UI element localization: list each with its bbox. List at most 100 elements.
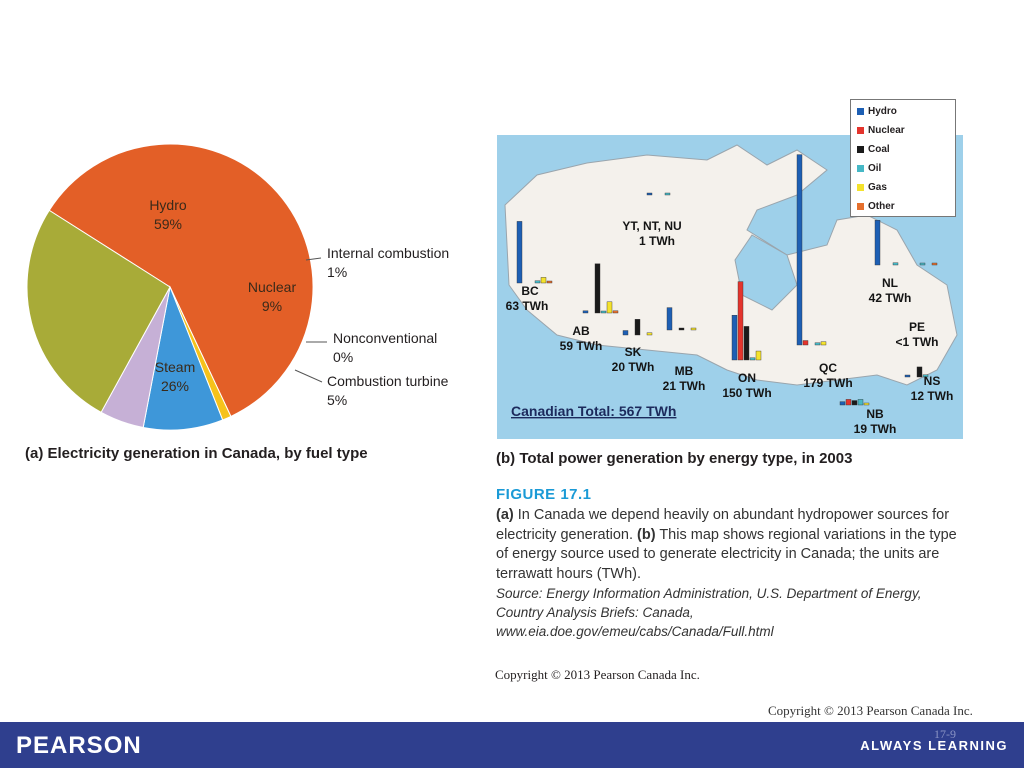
legend-item-gas: Gas bbox=[857, 182, 887, 193]
pie-label-nonconventional: Nonconventional bbox=[333, 330, 437, 346]
bar-nb-hydro bbox=[839, 401, 846, 406]
bars-layer bbox=[516, 154, 938, 406]
slide-copyright: Copyright © 2013 Pearson Canada Inc. bbox=[768, 703, 973, 718]
caption-a-marker: (a) bbox=[496, 507, 514, 523]
legend-item-hydro: Hydro bbox=[857, 106, 897, 117]
region-total-bc: 63 TWh bbox=[506, 299, 549, 313]
bar-bc-hydro bbox=[516, 221, 523, 284]
legend-swatch-oil bbox=[857, 165, 864, 172]
total-annotation-box bbox=[507, 399, 713, 423]
region-total-ab: 59 TWh bbox=[560, 339, 603, 353]
bar-on-gas bbox=[755, 350, 762, 361]
region-label-ns: NS bbox=[924, 374, 941, 388]
legend-label-coal: Coal bbox=[868, 144, 890, 155]
region-total-pe: <1 TWh bbox=[895, 335, 938, 349]
region-total-qc: 179 TWh bbox=[803, 376, 852, 390]
pearson-logo: PEARSON bbox=[16, 732, 142, 759]
bar-on-coal bbox=[743, 326, 750, 361]
bar-nl-hydro bbox=[874, 219, 881, 266]
region-label-on: ON bbox=[738, 371, 756, 385]
pie-value-nonconventional: 0% bbox=[333, 349, 353, 365]
legend-label-hydro: Hydro bbox=[868, 106, 897, 117]
bar-nb-nuclear bbox=[845, 399, 852, 406]
pie-value-combustion-turbine: 5% bbox=[327, 392, 347, 408]
footer-bar: PEARSON 17-9 ALWAYS LEARNING bbox=[0, 722, 1024, 768]
legend-swatch-hydro bbox=[857, 108, 864, 115]
bar-ns-coal bbox=[916, 366, 923, 378]
region-label-bc: BC bbox=[521, 284, 539, 298]
region-total-nl: 42 TWh bbox=[869, 291, 912, 305]
caption-a-text: In Canada we depend heavily on abundant … bbox=[496, 507, 950, 543]
bar-bc-other bbox=[546, 280, 553, 284]
figure-caption: (a) In Canada we depend heavily on abund… bbox=[496, 506, 966, 584]
bar-ns-hydro bbox=[904, 374, 911, 378]
bar-bc-gas bbox=[540, 277, 547, 284]
callout-line-combustion-turbine bbox=[294, 369, 323, 383]
legend-item-oil: Oil bbox=[857, 163, 881, 174]
bar-sk-gas bbox=[646, 332, 653, 336]
footer-tagline: ALWAYS LEARNING bbox=[860, 738, 1008, 753]
figure-copyright: Copyright © 2013 Pearson Canada Inc. bbox=[495, 667, 700, 682]
region-label-ab: AB bbox=[572, 324, 590, 338]
hudson-bay bbox=[734, 234, 798, 311]
bar-ns-oil bbox=[922, 374, 929, 378]
legend-swatch-other bbox=[857, 203, 864, 210]
legend-label-nuclear: Nuclear bbox=[868, 125, 905, 136]
pie-label-steam: Steam bbox=[155, 359, 195, 375]
pie-slice-steam bbox=[26, 209, 171, 413]
legend-swatch-coal bbox=[857, 146, 864, 153]
bar-bc-oil bbox=[534, 280, 541, 284]
region-total-sk: 20 TWh bbox=[612, 360, 655, 374]
legend-label-other: Other bbox=[868, 201, 895, 212]
map-chart-caption: (b) Total power generation by energy typ… bbox=[496, 450, 853, 467]
pie-label-hydro: Hydro bbox=[149, 197, 187, 213]
bar-mb-hydro bbox=[666, 307, 673, 331]
bar-pe-oil bbox=[919, 262, 926, 266]
region-total-ns: 12 TWh bbox=[911, 389, 954, 403]
region-label-mb: MB bbox=[675, 364, 694, 378]
region-total-on: 150 TWh bbox=[722, 386, 771, 400]
bar-yt-nt-nu-oil bbox=[664, 192, 671, 196]
legend-item-nuclear: Nuclear bbox=[857, 125, 905, 136]
region-total-nb: 19 TWh bbox=[854, 422, 897, 436]
legend-swatch-nuclear bbox=[857, 127, 864, 134]
bar-yt-nt-nu-hydro bbox=[646, 192, 653, 196]
bar-mb-coal bbox=[678, 327, 685, 331]
bar-nl-oil bbox=[892, 262, 899, 266]
legend-swatch-gas bbox=[857, 184, 864, 191]
page-number: 17-9 bbox=[934, 727, 956, 741]
pie-label-nuclear: Nuclear bbox=[248, 279, 297, 295]
legend-item-coal: Coal bbox=[857, 144, 890, 155]
bar-on-nuclear bbox=[737, 281, 744, 361]
bar-sk-coal bbox=[634, 319, 641, 336]
pie-value-hydro: 59% bbox=[154, 216, 182, 232]
pie-slice-hydro bbox=[48, 143, 314, 418]
bar-ab-hydro bbox=[582, 310, 589, 314]
bar-nb-gas bbox=[863, 402, 870, 406]
canada-map-panel: Canadian Total: 567 TWh BC 63 TWh YT, NT, … bbox=[497, 135, 963, 439]
figure-label: FIGURE 17.1 bbox=[496, 486, 592, 503]
bar-qc-oil bbox=[814, 342, 821, 346]
bar-mb-gas bbox=[690, 327, 697, 331]
bar-on-oil bbox=[749, 357, 756, 361]
legend-label-gas: Gas bbox=[868, 182, 887, 193]
region-label-nl: NL bbox=[882, 276, 898, 290]
legend-item-other: Other bbox=[857, 201, 895, 212]
bar-on-hydro bbox=[731, 314, 738, 361]
bar-qc-gas bbox=[820, 341, 827, 346]
pie-value-steam: 26% bbox=[161, 378, 189, 394]
bar-ab-oil bbox=[600, 310, 607, 314]
region-label-qc: QC bbox=[819, 361, 837, 375]
pie-chart-caption: (a) Electricity generation in Canada, by… bbox=[25, 445, 368, 462]
region-label-pe: PE bbox=[909, 320, 925, 334]
caption-b-marker: (b) bbox=[637, 526, 656, 543]
region-total-yt-nt-nu: 1 TWh bbox=[639, 234, 675, 248]
bar-nb-coal bbox=[851, 400, 858, 406]
bar-ab-coal bbox=[594, 263, 601, 314]
bar-sk-hydro bbox=[622, 330, 629, 336]
pie-slice-nuclear bbox=[142, 285, 224, 431]
pie-label-internal-combustion: Internal combustion bbox=[327, 245, 449, 261]
bar-ab-gas bbox=[606, 301, 613, 314]
